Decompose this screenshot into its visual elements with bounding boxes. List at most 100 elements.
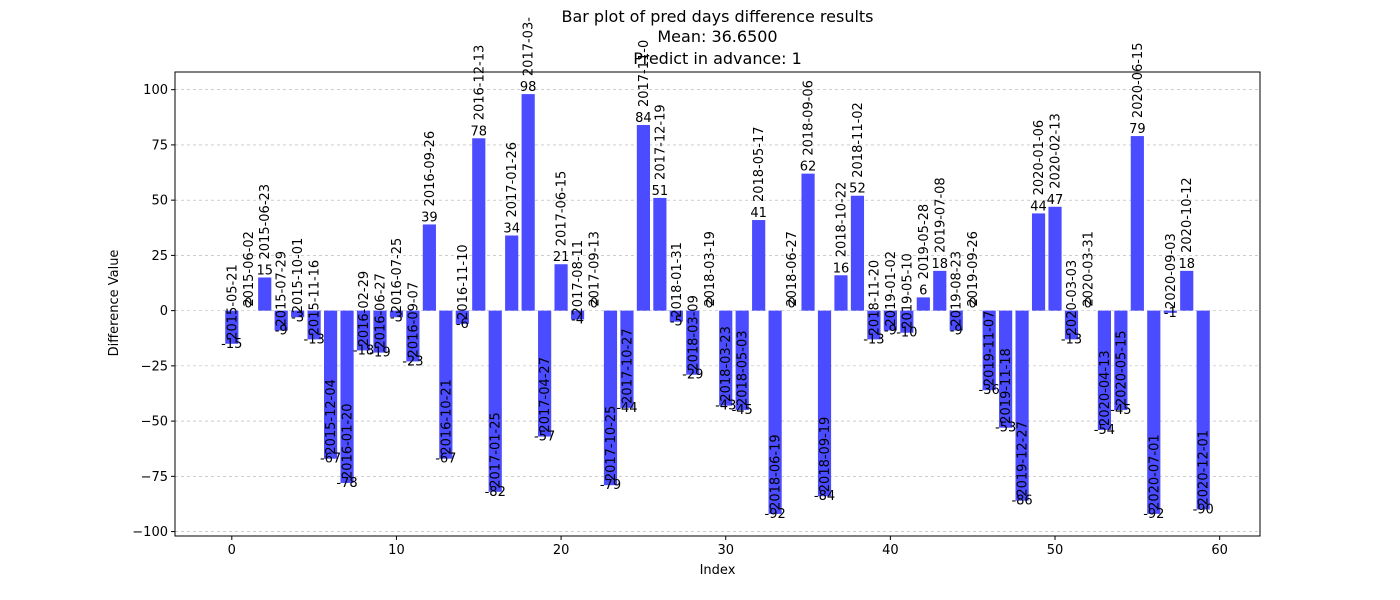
bar-value-label: -29 xyxy=(682,368,703,383)
bar xyxy=(735,310,749,411)
bar-value-label: -45 xyxy=(732,403,753,418)
bar-value-label: -13 xyxy=(304,332,325,347)
bar-date-label: 2020-03-31 xyxy=(1081,231,1096,307)
bar-date-label: 2017-06-15 xyxy=(555,171,570,247)
bar xyxy=(274,310,288,331)
bar xyxy=(225,310,239,344)
bar-value-label: -13 xyxy=(863,332,884,347)
bar-value-label: -3 xyxy=(390,310,403,325)
bar xyxy=(406,310,420,362)
bar-date-label: 2016-11-10 xyxy=(456,244,471,320)
bar-date-label: 2020-06-15 xyxy=(1131,43,1146,119)
bar-date-label: 2019-01-02 xyxy=(884,251,899,327)
bar-date-label: 2017-01-26 xyxy=(505,142,520,218)
bar xyxy=(324,310,338,459)
bar xyxy=(636,125,650,311)
bar-value-label: -36 xyxy=(979,383,1000,398)
bar-value-label: -43 xyxy=(715,399,736,414)
bar-value-label: -82 xyxy=(485,485,506,500)
bar xyxy=(505,235,519,311)
bar xyxy=(867,310,881,340)
y-tick-label: 0 xyxy=(160,304,168,319)
x-tick-label: 40 xyxy=(882,543,899,558)
bar-date-label: 2017-11-0 xyxy=(637,40,652,107)
bar-value-label: 0 xyxy=(969,297,977,312)
bar-date-label: 2018-03-09 xyxy=(686,295,701,371)
bar-value-label: -19 xyxy=(369,346,390,361)
bar-date-label: 2019-12-27 xyxy=(1016,421,1031,497)
bar-value-label: 62 xyxy=(800,160,817,175)
y-tick-label: −100 xyxy=(132,525,168,540)
bar-value-label: -54 xyxy=(1094,423,1115,438)
bar-value-label: -10 xyxy=(896,326,917,341)
bar-date-label: 2015-06-23 xyxy=(258,184,273,260)
bar-date-label: 2016-09-26 xyxy=(423,131,438,207)
bar xyxy=(620,310,634,408)
bar-value-label: 41 xyxy=(750,206,767,221)
x-tick-label: 30 xyxy=(717,543,734,558)
x-tick-label: 20 xyxy=(553,543,570,558)
y-axis-label: Difference Value xyxy=(107,250,122,357)
bar-date-label: 2020-07-01 xyxy=(1147,434,1162,510)
bar-value-label: -18 xyxy=(353,343,374,358)
bar xyxy=(850,195,865,311)
bar xyxy=(291,310,305,318)
bar-date-label: 2017-12-19 xyxy=(653,104,668,180)
bar-date-label: 2017-10-27 xyxy=(620,328,635,404)
bar-value-label: -92 xyxy=(765,507,786,522)
bar-value-label: -9 xyxy=(884,324,897,339)
y-tick-label: −25 xyxy=(141,359,168,374)
y-tick-label: 25 xyxy=(151,249,168,264)
bar-value-label: 16 xyxy=(833,261,850,276)
bar-value-label: 79 xyxy=(1129,122,1146,137)
bar-date-label: 2019-11-07 xyxy=(983,311,998,387)
bar-date-label: 2018-11-02 xyxy=(851,102,866,178)
bar xyxy=(801,173,815,311)
bar-date-label: 2019-05-28 xyxy=(917,204,932,280)
bar xyxy=(488,310,502,492)
bar-date-label: 2018-05-03 xyxy=(736,330,751,406)
bar-value-label: -1 xyxy=(1164,306,1177,321)
bar xyxy=(883,310,897,331)
x-tick-label: 60 xyxy=(1211,543,1228,558)
bar-value-label: -9 xyxy=(950,324,963,339)
bar-date-label: 2016-02-29 xyxy=(357,271,372,347)
bar xyxy=(1130,136,1144,311)
bar-date-label: 2016-09-07 xyxy=(406,282,421,358)
bar xyxy=(900,310,914,333)
bar-value-label: -13 xyxy=(1061,332,1082,347)
bar xyxy=(307,310,321,340)
bar xyxy=(834,275,848,311)
bar xyxy=(949,310,963,331)
y-tick-label: 75 xyxy=(151,138,168,153)
bar xyxy=(439,310,453,459)
bar xyxy=(1048,206,1062,311)
bar xyxy=(1180,270,1194,311)
bar-value-label: 0 xyxy=(705,297,713,312)
bar-date-label: 2015-11-16 xyxy=(308,260,323,336)
bar xyxy=(554,264,568,311)
bar xyxy=(933,270,947,311)
bar-date-label: 2019-05-10 xyxy=(900,253,915,329)
bar-date-label: 2018-01-31 xyxy=(670,242,685,318)
bar xyxy=(719,310,733,406)
y-tick-label: −75 xyxy=(141,470,168,485)
bar-date-label: 2015-07-29 xyxy=(275,251,290,327)
bar-date-label: 2020-01-06 xyxy=(1032,120,1047,196)
bar xyxy=(1015,310,1029,501)
bar-value-label: -53 xyxy=(995,421,1016,436)
bar-value-label: -3 xyxy=(291,310,304,325)
title-line-2: Mean: 36.6500 xyxy=(657,27,777,46)
bar-date-label: 2018-03-23 xyxy=(719,326,734,402)
bar xyxy=(1064,310,1079,340)
bar-date-label: 2018-09-19 xyxy=(818,417,833,493)
bar xyxy=(916,297,930,311)
bar xyxy=(817,310,832,497)
bar-value-label: -4 xyxy=(571,312,584,327)
bar-value-label: 18 xyxy=(1178,257,1195,272)
x-tick-label: 10 xyxy=(388,543,405,558)
bar-value-label: -45 xyxy=(1110,403,1131,418)
